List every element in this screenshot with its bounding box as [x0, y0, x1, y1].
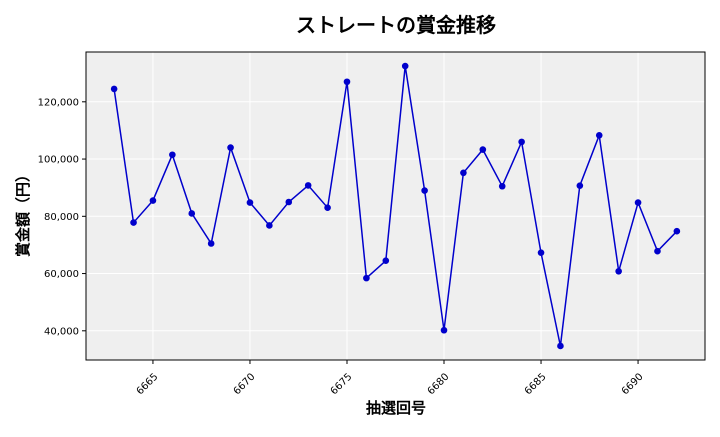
y-axis-ticks: 40,000 60,000 80,000 100,000 120,000 [38, 97, 86, 337]
x-axis-ticks: 6665 6670 6675 6680 6685 6690 [135, 360, 646, 397]
x-axis-label: 抽選回号 [366, 399, 426, 417]
data-point [557, 342, 564, 350]
data-point [421, 187, 428, 194]
x-tick-label: 6670 [232, 371, 258, 397]
data-point [498, 182, 506, 190]
data-point [460, 169, 467, 177]
gridlines [86, 52, 705, 360]
data-point [615, 267, 622, 275]
x-tick-label: 6685 [523, 371, 549, 397]
data-point [576, 182, 584, 189]
data-point [227, 144, 234, 151]
data-point [207, 240, 215, 247]
data-point [169, 151, 176, 159]
data-point [401, 62, 409, 70]
y-axis-label: 賞金額（円） [14, 167, 32, 257]
data-point [285, 198, 293, 206]
y-tick-label: 120,000 [38, 97, 79, 108]
data-point [130, 219, 137, 226]
data-point [654, 247, 661, 255]
series-line [113, 65, 678, 347]
data-point [363, 274, 370, 282]
data-point [324, 204, 331, 212]
data-point [343, 78, 351, 86]
data-point [537, 249, 545, 256]
data-point [595, 131, 603, 139]
data-point [110, 85, 118, 93]
x-tick-label: 6680 [426, 371, 452, 397]
y-tick-label: 60,000 [44, 269, 79, 280]
y-tick-label: 100,000 [38, 155, 79, 166]
data-point [479, 146, 487, 153]
data-point [246, 199, 254, 206]
data-points [110, 62, 681, 350]
data-point [382, 257, 390, 264]
plot-area [86, 52, 705, 360]
chart-title: ストレートの賞金推移 [296, 13, 496, 37]
x-tick-label: 6675 [329, 371, 355, 397]
data-point [440, 326, 448, 334]
data-point [266, 222, 273, 229]
data-point [304, 182, 312, 189]
data-point [634, 199, 642, 206]
plot-frame [85, 51, 706, 361]
x-tick-label: 6665 [135, 371, 161, 397]
y-tick-label: 80,000 [44, 212, 79, 223]
data-point [673, 227, 681, 235]
y-tick-label: 40,000 [44, 326, 79, 337]
data-point [518, 138, 525, 146]
data-point [149, 197, 157, 204]
data-point [188, 210, 196, 217]
x-tick-label: 6690 [620, 371, 646, 397]
